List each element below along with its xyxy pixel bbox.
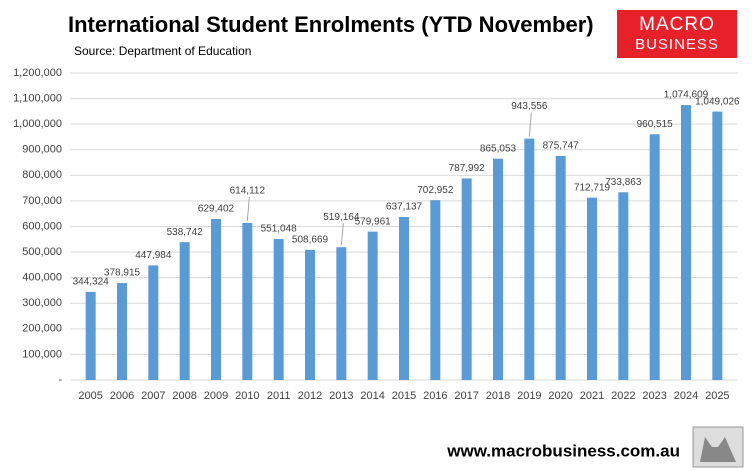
bar <box>618 192 629 380</box>
bar <box>367 231 378 380</box>
x-tick-label: 2018 <box>486 390 510 402</box>
leader-line <box>246 196 250 221</box>
bar <box>712 111 723 381</box>
y-tick-label: 800,000 <box>22 169 62 181</box>
data-label: 378,915 <box>104 268 141 279</box>
data-label: 551,048 <box>261 224 298 235</box>
x-tick-label: 2016 <box>423 390 447 402</box>
y-tick-label: 500,000 <box>22 246 62 258</box>
data-label: 787,992 <box>449 163 486 174</box>
x-tick-label: 2013 <box>329 390 353 402</box>
y-tick-label: 200,000 <box>22 323 62 335</box>
bar <box>273 239 284 380</box>
data-label: 447,984 <box>135 250 172 261</box>
bar <box>336 247 347 380</box>
data-label: 875,747 <box>543 141 580 152</box>
y-tick-label: 1,000,000 <box>13 118 62 130</box>
y-tick-label: 1,200,000 <box>13 67 62 79</box>
y-tick-label: 300,000 <box>22 297 62 309</box>
data-label: 519,164 <box>323 212 360 223</box>
y-tick-label: 700,000 <box>22 195 62 207</box>
bar <box>524 138 535 380</box>
x-tick-label: 2009 <box>204 390 228 402</box>
x-tick-label: 2023 <box>642 390 666 402</box>
x-tick-label: 2005 <box>78 390 102 402</box>
chart-subtitle: Source: Department of Education <box>74 44 251 58</box>
data-label: 538,742 <box>167 227 204 238</box>
data-label: 712,719 <box>574 182 611 193</box>
data-label: 960,515 <box>637 119 674 130</box>
data-label: 579,961 <box>355 216 392 227</box>
bar <box>242 222 253 380</box>
data-label: 733,863 <box>605 177 642 188</box>
wolf-icon <box>692 426 744 468</box>
x-tick-label: 2014 <box>360 390 384 402</box>
y-tick-label: 900,000 <box>22 144 62 156</box>
logo: MACRO BUSINESS <box>617 10 737 58</box>
x-tick-label: 2024 <box>674 390 698 402</box>
y-tick-label: 600,000 <box>22 220 62 232</box>
x-tick-label: 2011 <box>267 390 291 402</box>
data-label: 614,112 <box>230 186 266 197</box>
bar <box>305 249 315 380</box>
bar <box>117 283 127 380</box>
x-tick-label: 2021 <box>580 390 604 402</box>
x-tick-label: 2010 <box>235 390 259 402</box>
footer-url: www.macrobusiness.com.au <box>446 441 680 460</box>
x-tick-label: 2025 <box>705 390 729 402</box>
data-label: 637,137 <box>386 202 423 213</box>
data-label: 629,402 <box>198 204 235 215</box>
y-tick-label: 1,100,000 <box>13 92 62 104</box>
bar <box>587 197 597 380</box>
data-label: 1,049,026 <box>695 96 740 107</box>
bar <box>649 134 660 380</box>
data-label: 943,556 <box>511 101 548 112</box>
logo-text: MACRO <box>639 14 715 35</box>
bar <box>493 158 503 380</box>
y-tick-label: 400,000 <box>22 272 62 284</box>
data-label: 702,952 <box>417 185 454 196</box>
data-label: 865,053 <box>480 143 517 154</box>
x-tick-label: 2006 <box>110 390 134 402</box>
leader-line <box>528 112 532 137</box>
x-tick-label: 2007 <box>141 390 165 402</box>
data-label: 508,669 <box>292 235 329 246</box>
y-tick-label: - <box>58 374 62 386</box>
logo-text: BUSINESS <box>635 36 719 53</box>
bar <box>555 155 566 380</box>
bar <box>430 200 441 380</box>
bar <box>461 178 472 380</box>
leader-line <box>340 223 344 246</box>
bar <box>211 218 221 380</box>
x-tick-label: 2022 <box>611 390 635 402</box>
x-tick-label: 2008 <box>172 390 196 402</box>
bar <box>179 242 190 380</box>
bar <box>148 265 159 380</box>
x-tick-label: 2019 <box>517 390 541 402</box>
bar <box>399 216 409 380</box>
bar <box>681 105 691 381</box>
chart-title: International Student Enrolments (YTD No… <box>68 12 594 37</box>
data-label: 1,074,609 <box>664 90 709 101</box>
data-label: 344,324 <box>73 277 110 288</box>
bar <box>85 291 96 380</box>
x-tick-label: 2012 <box>298 390 322 402</box>
x-tick-label: 2017 <box>454 390 478 402</box>
icon-shape <box>700 437 736 462</box>
logo-box <box>617 10 737 58</box>
y-tick-label: 100,000 <box>22 348 62 360</box>
x-tick-label: 2015 <box>392 390 416 402</box>
x-tick-label: 2020 <box>548 390 572 402</box>
